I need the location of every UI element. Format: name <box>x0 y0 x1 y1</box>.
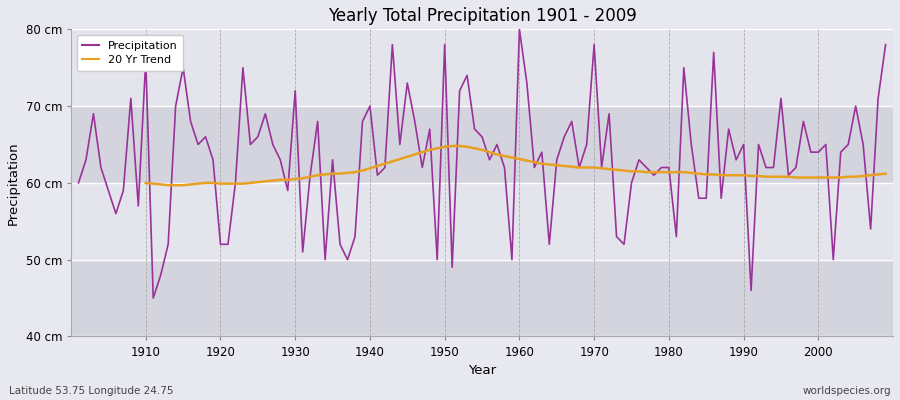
Text: Latitude 53.75 Longitude 24.75: Latitude 53.75 Longitude 24.75 <box>9 386 174 396</box>
Bar <box>71 260 893 336</box>
Bar <box>71 106 893 183</box>
Text: worldspecies.org: worldspecies.org <box>803 386 891 396</box>
X-axis label: Year: Year <box>468 364 496 377</box>
Legend: Precipitation, 20 Yr Trend: Precipitation, 20 Yr Trend <box>76 35 183 71</box>
Y-axis label: Precipitation: Precipitation <box>7 141 20 225</box>
Title: Yearly Total Precipitation 1901 - 2009: Yearly Total Precipitation 1901 - 2009 <box>328 7 636 25</box>
Bar <box>71 183 893 260</box>
Bar <box>71 29 893 106</box>
